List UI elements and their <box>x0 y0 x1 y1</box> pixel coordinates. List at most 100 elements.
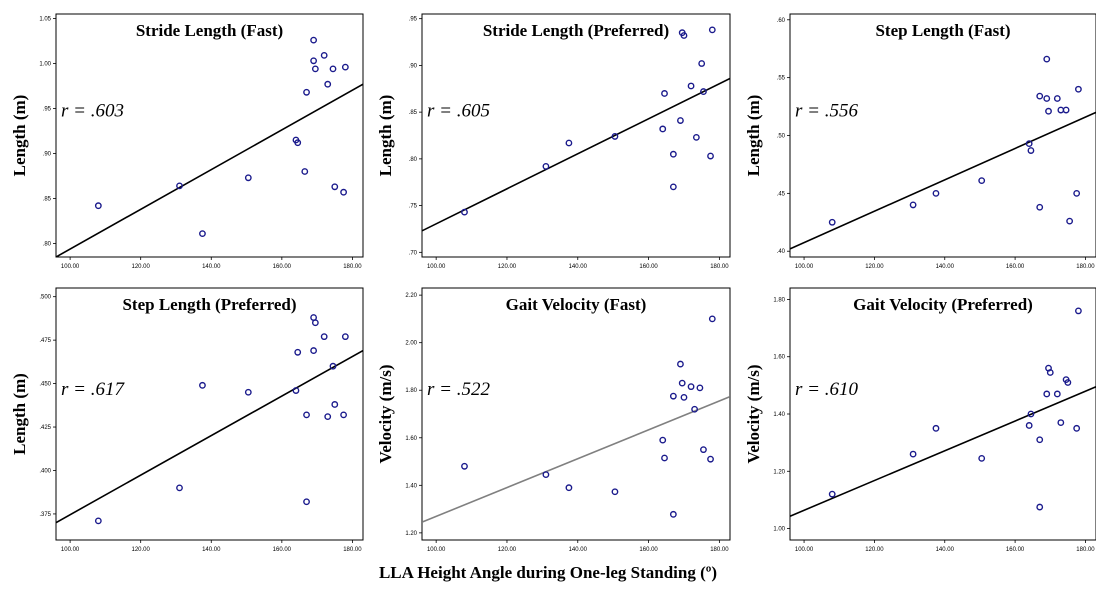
x-tick-label: 140.00 <box>202 264 221 270</box>
panel-title: Step Length (Fast) <box>875 21 1010 40</box>
x-tick-label: 140.00 <box>936 547 955 553</box>
y-axis-label: Length (m) <box>10 373 29 455</box>
fit-line-group <box>422 315 730 523</box>
y-tick-label: .80 <box>409 157 418 163</box>
data-point <box>661 90 668 97</box>
plot-frame <box>55 287 364 541</box>
data-point <box>244 174 252 182</box>
data-point <box>692 133 700 141</box>
data-point <box>310 347 317 354</box>
x-tick-label: 140.00 <box>936 264 955 270</box>
x-tick-label: 100.00 <box>795 264 814 270</box>
data-point <box>461 462 468 470</box>
data-point <box>678 379 686 387</box>
data-point <box>708 26 716 34</box>
x-tick-label: 120.00 <box>498 264 517 270</box>
plot-frame <box>55 13 364 258</box>
x-tick-label: 120.00 <box>865 547 884 553</box>
x-tick-label: 100.00 <box>61 264 80 270</box>
y-tick-label: .90 <box>43 152 52 158</box>
y-tick-label: 2.20 <box>405 293 417 299</box>
y-tick-label: 2.00 <box>405 341 417 347</box>
x-tick-label: 160.00 <box>1006 264 1025 270</box>
data-point <box>1025 422 1033 429</box>
data-point <box>611 488 619 496</box>
y-tick-label: .85 <box>43 197 52 203</box>
data-point <box>1036 436 1044 444</box>
y-tick-label: .95 <box>409 17 418 23</box>
x-tick-label: 120.00 <box>498 547 517 553</box>
data-point <box>932 189 940 197</box>
data-point <box>301 168 309 175</box>
data-point <box>677 117 684 124</box>
data-point <box>1073 189 1081 197</box>
y-tick-label: .75 <box>409 204 418 210</box>
data-point <box>176 182 183 190</box>
data-point <box>199 230 206 238</box>
data-point <box>932 424 940 432</box>
data-point <box>542 471 550 479</box>
correlation-annotation: r = .556 <box>795 101 858 122</box>
data-point <box>611 133 619 140</box>
y-tick-label: .425 <box>39 425 51 431</box>
data-point <box>669 392 677 400</box>
x-tick-label: 160.00 <box>639 264 658 270</box>
plot-frame <box>789 287 1096 541</box>
data-point <box>303 498 310 506</box>
panel-title: Gait Velocity (Preferred) <box>853 295 1033 314</box>
data-point <box>199 381 206 389</box>
y-tick-label: 1.40 <box>405 483 417 489</box>
data-point <box>707 152 714 160</box>
data-point <box>669 150 677 158</box>
data-point <box>310 57 317 65</box>
y-tick-label: 1.40 <box>773 412 785 418</box>
data-point <box>1057 419 1065 426</box>
regression-line <box>56 349 363 524</box>
x-tick-label: 120.00 <box>132 547 151 553</box>
data-point <box>341 63 349 71</box>
scatter-panel: 100.00 120.00 140.00 160.00 180.00 1.00 1.20 1.… <box>744 287 1096 553</box>
y-tick-label: .70 <box>409 250 418 256</box>
y-tick-label: .40 <box>777 249 786 255</box>
data-point <box>707 455 714 463</box>
y-axis-label: Length (m) <box>376 95 395 177</box>
y-tick-label: 1.60 <box>405 436 417 442</box>
regression-line <box>790 386 1096 517</box>
x-tick-label: 180.00 <box>343 547 362 553</box>
data-point <box>659 436 667 444</box>
data-point <box>461 208 468 216</box>
correlation-annotation: r = .522 <box>427 379 490 400</box>
x-tick-label: 180.00 <box>343 264 362 270</box>
data-point <box>294 139 302 147</box>
data-point <box>1066 217 1074 225</box>
data-point <box>659 125 667 133</box>
y-axis-label: Length (m) <box>10 95 29 177</box>
data-point <box>320 333 328 341</box>
x-tick-label: 140.00 <box>569 264 588 270</box>
x-tick-label: 100.00 <box>795 547 814 553</box>
data-point <box>691 405 698 413</box>
data-point <box>311 319 319 327</box>
x-tick-label: 120.00 <box>865 264 884 270</box>
y-tick-label: 1.20 <box>773 469 785 475</box>
y-axis-label: Velocity (m/s) <box>376 365 395 464</box>
data-point <box>331 401 339 408</box>
data-point <box>340 188 347 196</box>
panel-title: Step Length (Preferred) <box>122 295 296 314</box>
correlation-annotation: r = .610 <box>795 379 858 400</box>
y-tick-label: .450 <box>39 382 51 388</box>
y-tick-label: .55 <box>777 76 786 82</box>
data-point <box>311 65 319 73</box>
data-point <box>310 36 317 44</box>
y-tick-label: .60 <box>777 18 786 24</box>
data-point <box>1043 55 1051 63</box>
y-tick-label: .500 <box>39 295 51 301</box>
data-point <box>1064 379 1072 386</box>
data-point <box>565 139 573 147</box>
y-axis-label: Velocity (m/s) <box>744 365 763 464</box>
fit-line-group <box>790 55 1096 250</box>
data-point <box>1062 106 1070 114</box>
data-point <box>680 32 688 39</box>
data-point <box>303 88 310 96</box>
